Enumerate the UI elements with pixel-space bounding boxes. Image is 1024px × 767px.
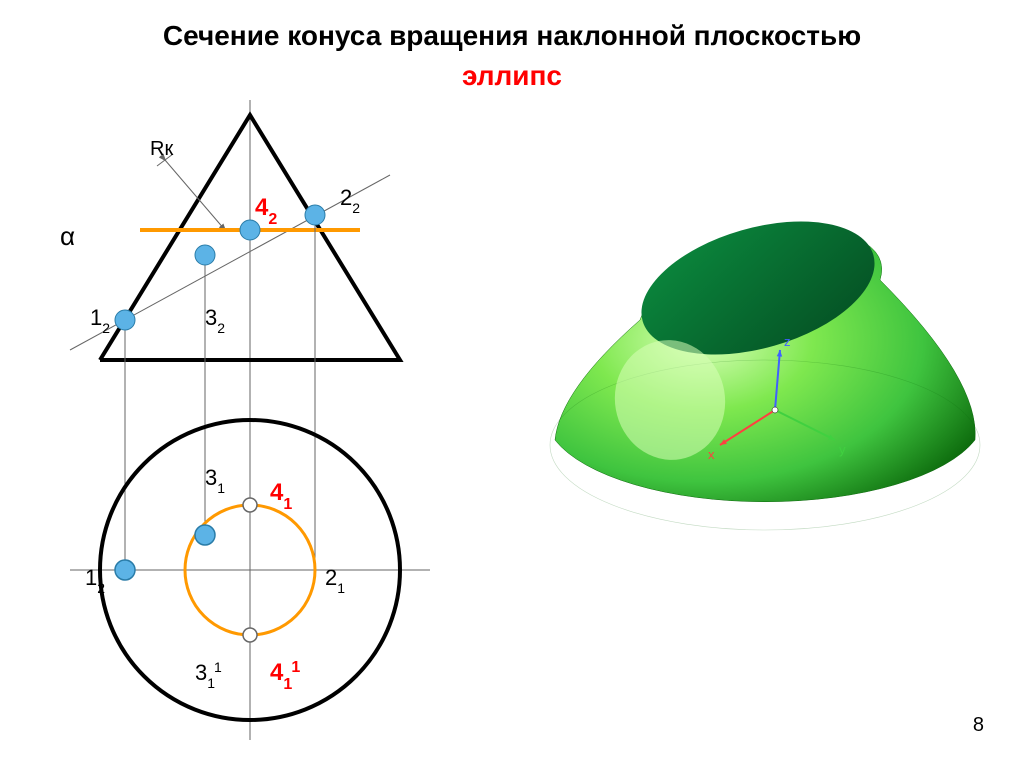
diagram-label: 22 — [340, 185, 360, 216]
diagram-label: 32 — [205, 305, 225, 336]
title-sub-text: эллипс — [462, 60, 562, 91]
title-main: Сечение конуса вращения наклонной плоско… — [0, 20, 1024, 52]
diagram-label: 311 — [195, 659, 222, 691]
axis-label-z: z — [784, 334, 791, 349]
point-marker — [240, 220, 260, 240]
point-marker — [243, 628, 257, 642]
point-marker — [115, 560, 135, 580]
point-marker — [195, 245, 215, 265]
orthographic-diagram: Rкα4222123231411221311411 — [30, 100, 470, 740]
diagram-label: 411 — [270, 659, 300, 693]
page-number-value: 8 — [973, 714, 984, 736]
title-sub: эллипс — [0, 60, 1024, 92]
diagram-label: α — [60, 221, 75, 251]
diagram-label: 41 — [270, 479, 292, 513]
page-number: 8 — [973, 714, 984, 737]
diagram-label: 42 — [255, 194, 277, 228]
axis-origin — [772, 407, 778, 413]
point-marker — [305, 205, 325, 225]
point-marker — [115, 310, 135, 330]
axis-label-y: y — [839, 442, 846, 457]
diagram-label: Rк — [150, 138, 173, 160]
title-main-text: Сечение конуса вращения наклонной плоско… — [163, 20, 861, 51]
diagram-label: 12 — [90, 305, 110, 336]
point-marker — [195, 525, 215, 545]
point-marker — [243, 498, 257, 512]
diagram-label: 31 — [205, 465, 225, 496]
cone-3d-render: x y z — [520, 130, 990, 560]
axis-label-x: x — [708, 447, 715, 462]
